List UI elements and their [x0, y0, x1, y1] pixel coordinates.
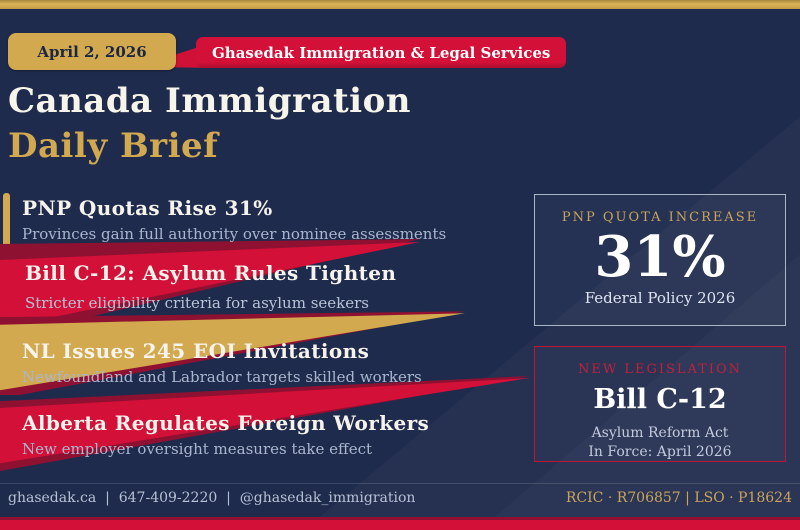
stat-card-label: NEW LEGISLATION: [577, 362, 743, 377]
news-2-subtext: Stricter eligibility criteria for asylum…: [25, 294, 369, 312]
title-line-1: Canada Immigration: [8, 81, 411, 121]
top-gold-bar: [0, 0, 800, 9]
page-title: Canada Immigration Daily Brief: [8, 79, 411, 169]
bottom-red-bar: [0, 517, 800, 530]
news-1-gold-accent-bar: [3, 193, 10, 252]
date-text: April 2, 2026: [37, 42, 147, 61]
footer-contact-info: ghasedak.ca | 647-409-2220 | @ghasedak_i…: [8, 490, 416, 506]
news-4-subtext: New employer oversight measures take eff…: [22, 440, 372, 458]
news-2-red-swoosh: [0, 236, 420, 336]
stat-card-value: 31%: [594, 224, 726, 290]
stat-card-pnp-quota: PNP QUOTA INCREASE 31% Federal Policy 20…: [534, 194, 786, 326]
stat-card-caption-line-1: Asylum Reform Act: [591, 425, 729, 441]
news-2-headline: Bill C-12: Asylum Rules Tighten: [25, 261, 397, 285]
news-3-headline: NL Issues 245 EOI Invitations: [22, 339, 370, 363]
company-ribbon: Ghasedak Immigration & Legal Services: [196, 37, 567, 68]
stat-card-caption-line-2: In Force: April 2026: [588, 444, 732, 460]
stat-card-caption: Asylum Reform Act In Force: April 2026: [588, 424, 731, 462]
footer-license-numbers: RCIC · R706857 | LSO · P18624: [565, 490, 792, 506]
news-1-headline: PNP Quotas Rise 31%: [22, 196, 273, 220]
news-3-subtext: Newfoundland and Labrador targets skille…: [22, 368, 422, 386]
news-1-subtext: Provinces gain full authority over nomin…: [22, 225, 447, 243]
footer-divider: [0, 483, 800, 484]
stat-card-caption: Federal Policy 2026: [584, 289, 736, 307]
stat-card-new-legislation: NEW LEGISLATION Bill C-12 Asylum Reform …: [534, 346, 786, 462]
news-4-headline: Alberta Regulates Foreign Workers: [22, 411, 430, 435]
stat-card-label: PNP QUOTA INCREASE: [561, 210, 759, 225]
company-name: Ghasedak Immigration & Legal Services: [212, 43, 551, 62]
date-badge: April 2, 2026: [8, 33, 176, 70]
title-line-2: Daily Brief: [8, 126, 219, 166]
stat-card-value: Bill C-12: [593, 384, 727, 415]
